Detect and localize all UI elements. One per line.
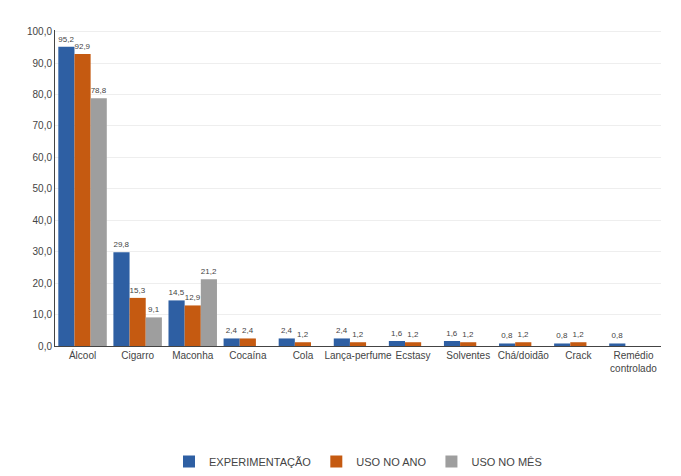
svg-text:60,0: 60,0 xyxy=(33,152,53,163)
svg-text:Remédiocontrolado: Remédiocontrolado xyxy=(610,350,657,374)
svg-text:Solventes: Solventes xyxy=(446,350,490,361)
svg-text:1,2: 1,2 xyxy=(352,330,364,339)
svg-text:1,2: 1,2 xyxy=(297,330,309,339)
svg-text:USO NO MÊS: USO NO MÊS xyxy=(471,456,541,468)
svg-text:Cola: Cola xyxy=(293,350,314,361)
svg-text:15,3: 15,3 xyxy=(130,286,146,295)
svg-text:2,4: 2,4 xyxy=(242,326,254,335)
svg-text:9,1: 9,1 xyxy=(148,305,160,314)
svg-text:Ecstasy: Ecstasy xyxy=(396,350,431,361)
svg-text:2,4: 2,4 xyxy=(336,326,348,335)
svg-text:0,8: 0,8 xyxy=(556,331,568,340)
svg-text:0,8: 0,8 xyxy=(501,331,513,340)
svg-text:29,8: 29,8 xyxy=(113,240,129,249)
svg-text:0,0: 0,0 xyxy=(38,341,52,352)
svg-text:Crack: Crack xyxy=(565,350,592,361)
svg-text:1,2: 1,2 xyxy=(573,330,585,339)
svg-text:12,9: 12,9 xyxy=(185,293,201,302)
svg-text:40,0: 40,0 xyxy=(33,215,53,226)
svg-text:1,2: 1,2 xyxy=(407,330,419,339)
svg-text:10,0: 10,0 xyxy=(33,309,53,320)
svg-text:100,0: 100,0 xyxy=(27,26,52,37)
svg-text:1,6: 1,6 xyxy=(391,329,403,338)
svg-text:Chá/doidão: Chá/doidão xyxy=(498,350,550,361)
svg-text:50,0: 50,0 xyxy=(33,183,53,194)
svg-text:Maconha: Maconha xyxy=(172,350,214,361)
svg-text:0,8: 0,8 xyxy=(611,331,623,340)
svg-text:1,6: 1,6 xyxy=(446,329,458,338)
svg-text:EXPERIMENTAÇÃO: EXPERIMENTAÇÃO xyxy=(209,456,311,468)
svg-text:14,5: 14,5 xyxy=(169,288,185,297)
svg-text:1,2: 1,2 xyxy=(517,330,529,339)
svg-text:USO NO ANO: USO NO ANO xyxy=(356,456,426,468)
svg-text:70,0: 70,0 xyxy=(33,120,53,131)
svg-text:21,2: 21,2 xyxy=(201,267,217,276)
svg-text:78,8: 78,8 xyxy=(91,86,107,95)
svg-text:20,0: 20,0 xyxy=(33,278,53,289)
svg-text:95,2: 95,2 xyxy=(58,35,74,44)
svg-text:Cocaína: Cocaína xyxy=(229,350,267,361)
svg-text:80,0: 80,0 xyxy=(33,89,53,100)
svg-text:Cigarro: Cigarro xyxy=(121,350,154,361)
svg-text:Lança-perfume: Lança-perfume xyxy=(324,350,392,361)
svg-text:92,9: 92,9 xyxy=(74,42,90,51)
svg-text:2,4: 2,4 xyxy=(281,326,293,335)
svg-text:30,0: 30,0 xyxy=(33,246,53,257)
svg-text:2,4: 2,4 xyxy=(226,326,238,335)
svg-text:1,2: 1,2 xyxy=(462,330,474,339)
svg-text:Álcool: Álcool xyxy=(69,349,96,361)
svg-text:90,0: 90,0 xyxy=(33,58,53,69)
